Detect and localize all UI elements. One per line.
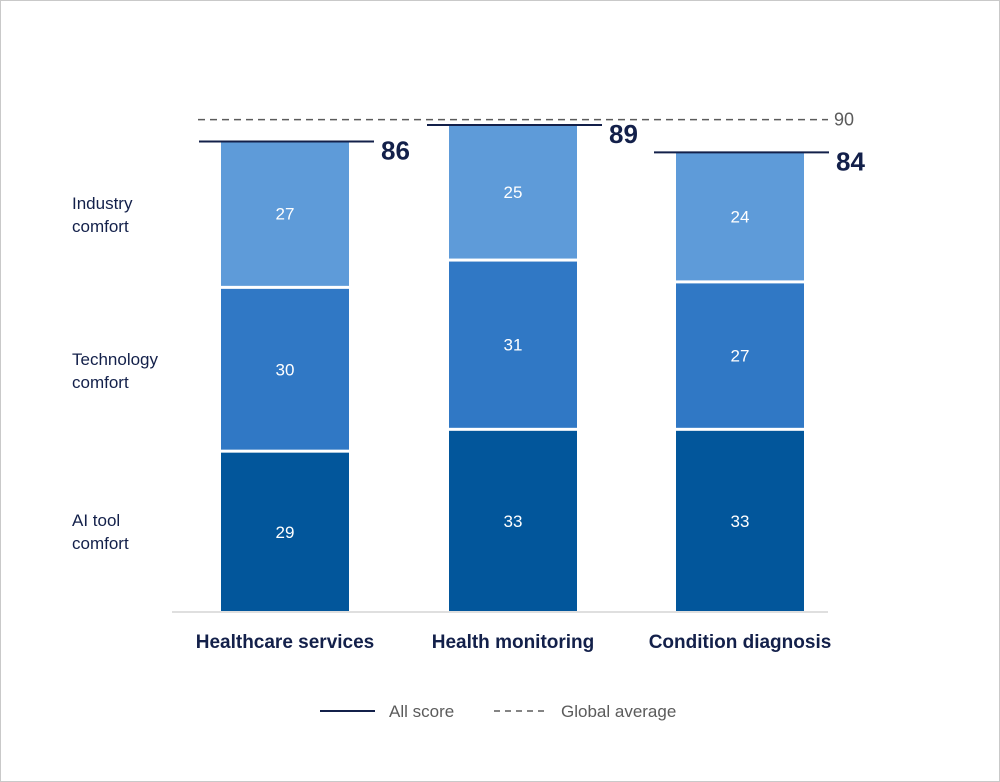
category-label: Healthcare services xyxy=(196,632,375,653)
bar-segment-1-3 xyxy=(221,141,349,286)
bar-segment-2-2 xyxy=(449,261,577,428)
row-label: comfort xyxy=(72,534,129,553)
bar-segment-3-2 xyxy=(676,283,804,428)
bar-segment-2-1 xyxy=(449,430,577,611)
row-label: AI tool xyxy=(72,511,120,530)
legend-global-average-label: Global average xyxy=(561,702,676,721)
row-label: comfort xyxy=(72,217,129,236)
all-score-value: 84 xyxy=(836,146,865,176)
category-label: Condition diagnosis xyxy=(649,632,832,653)
bar-segment-3-1 xyxy=(676,430,804,611)
bar-segment-2-3 xyxy=(449,125,577,259)
legend-all-score-label: All score xyxy=(389,702,454,721)
bar-value-label: 24 xyxy=(731,207,750,226)
row-label: Industry xyxy=(72,194,133,213)
category-label: Health monitoring xyxy=(432,632,595,653)
bar-segment-1-1 xyxy=(221,452,349,611)
row-label: Technology xyxy=(72,350,159,369)
bar-value-label: 33 xyxy=(731,512,750,531)
bar-value-label: 27 xyxy=(731,347,750,366)
bar-segment-3-3 xyxy=(676,152,804,281)
bar-value-label: 31 xyxy=(504,336,523,355)
all-score-value: 86 xyxy=(381,135,410,165)
global-average-value: 90 xyxy=(834,110,854,130)
row-label: comfort xyxy=(72,373,129,392)
bar-segment-1-2 xyxy=(221,288,349,450)
bar-value-label: 27 xyxy=(276,205,295,224)
bar-value-label: 25 xyxy=(504,183,523,202)
bar-value-label: 29 xyxy=(276,523,295,542)
bar-value-label: 30 xyxy=(276,360,295,379)
bar-value-label: 33 xyxy=(504,512,523,531)
all-score-value: 89 xyxy=(609,119,638,149)
